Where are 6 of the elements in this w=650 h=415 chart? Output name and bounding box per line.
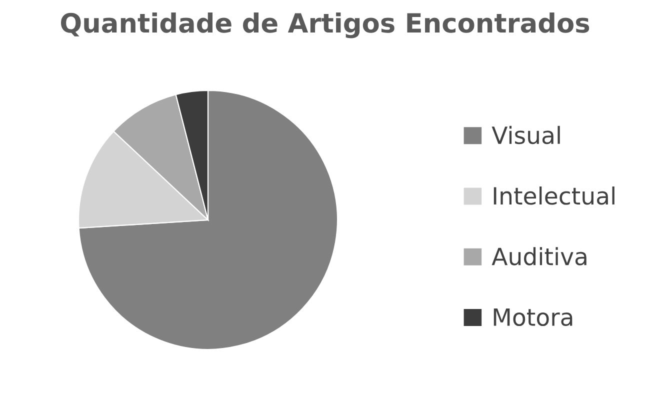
- legend-label: Visual: [492, 126, 560, 144]
- legend-label: Intelectual: [494, 186, 614, 205]
- pie-slice: [78, 90, 338, 350]
- legend-label: Auditiva: [492, 247, 586, 266]
- chart-title: Quantidade de Artigos Encontrados: [60, 12, 590, 38]
- legend-label: Motora: [494, 308, 572, 326]
